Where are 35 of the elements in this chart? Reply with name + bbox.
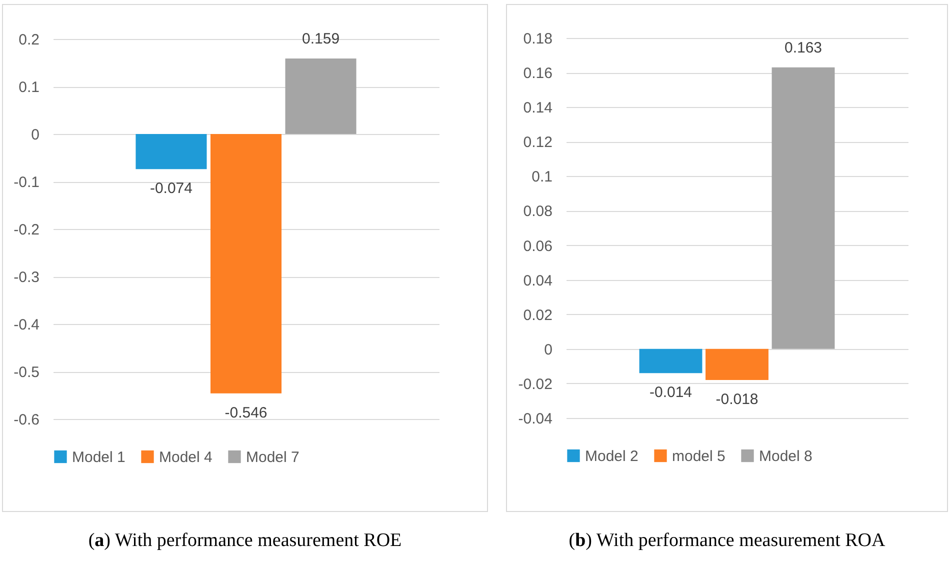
y-tick-label: 0.18 — [523, 30, 552, 48]
legend-label: Model 7 — [246, 448, 300, 466]
y-tick-label: 0 — [31, 126, 40, 144]
data-label: 0.159 — [302, 30, 340, 48]
y-tick-label: 0.04 — [523, 272, 552, 290]
y-tick-label: -0.5 — [14, 364, 40, 381]
y-tick-label: -0.02 — [518, 376, 552, 393]
data-label: -0.018 — [716, 391, 758, 408]
y-tick-label: -0.1 — [14, 174, 40, 191]
y-tick-label: 0 — [544, 341, 552, 358]
y-tick-label: 0.14 — [523, 100, 552, 117]
y-tick-label: -0.2 — [14, 222, 40, 238]
y-tick-label: -0.4 — [14, 316, 40, 334]
legend-label: Model 2 — [585, 448, 638, 465]
y-tick-label: 0.08 — [523, 203, 552, 220]
y-tick-label: 0.16 — [523, 65, 552, 82]
y-tick-label: 0.1 — [18, 79, 40, 96]
y-tick-label: 0.02 — [523, 306, 552, 324]
data-label: 0.163 — [784, 39, 822, 56]
legend-label: Model 1 — [72, 448, 126, 466]
legend-label: Model 8 — [759, 448, 812, 465]
text: (b) With performance measurement ROA — [568, 530, 886, 552]
legend-label: Model 4 — [159, 448, 212, 466]
y-tick-label: -0.3 — [14, 269, 40, 286]
y-tick-label: 0.2 — [18, 32, 40, 48]
text: (a) With performance measurement ROE — [87, 530, 403, 552]
y-tick-label: 0.1 — [532, 168, 552, 186]
y-tick-label: -0.6 — [14, 412, 40, 428]
y-tick-label: 0.12 — [523, 134, 552, 152]
legend-label: model 5 — [672, 448, 726, 465]
data-label: -0.074 — [150, 180, 193, 198]
y-tick-label: 0.06 — [523, 238, 552, 255]
data-label: -0.546 — [224, 404, 268, 422]
data-label: -0.014 — [649, 384, 692, 402]
y-tick-label: -0.04 — [518, 410, 552, 428]
